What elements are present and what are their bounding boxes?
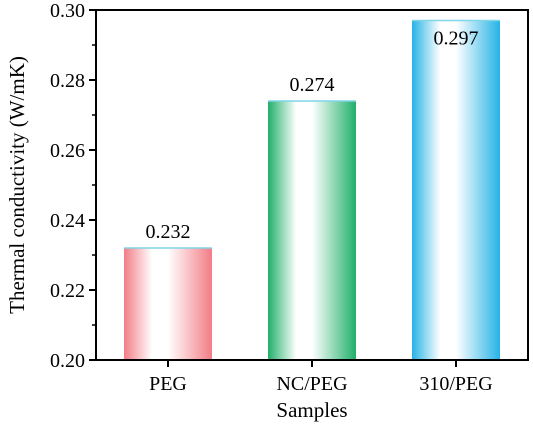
x-tick-label: NC/PEG bbox=[276, 373, 347, 395]
value-labels-group: 0.232 0.274 0.297 bbox=[146, 28, 479, 244]
x-tick-label: 310/PEG bbox=[419, 373, 492, 395]
bars-group bbox=[124, 19, 500, 360]
y-tick-label: 0.28 bbox=[50, 70, 85, 92]
y-tick-label: 0.30 bbox=[50, 0, 85, 22]
x-axis: PEG NC/PEG 310/PEG bbox=[149, 360, 493, 395]
y-tick-label: 0.22 bbox=[50, 280, 85, 302]
y-tick-label: 0.26 bbox=[50, 140, 85, 162]
bar-310-peg bbox=[412, 20, 500, 360]
data-label: 0.274 bbox=[290, 74, 335, 96]
x-tick-label: PEG bbox=[149, 373, 187, 395]
y-tick-label: 0.24 bbox=[50, 210, 85, 232]
y-axis: 0.20 0.22 0.24 0.26 0.28 0.30 bbox=[50, 0, 96, 372]
y-axis-title: Thermal conductivity (W/mK) bbox=[5, 56, 29, 314]
bar-nc-peg bbox=[268, 101, 356, 360]
data-label: 0.297 bbox=[434, 28, 479, 50]
bar-peg bbox=[124, 248, 212, 360]
x-axis-title: Samples bbox=[276, 398, 347, 422]
y-tick-label: 0.20 bbox=[50, 350, 85, 372]
data-label: 0.232 bbox=[146, 221, 191, 243]
